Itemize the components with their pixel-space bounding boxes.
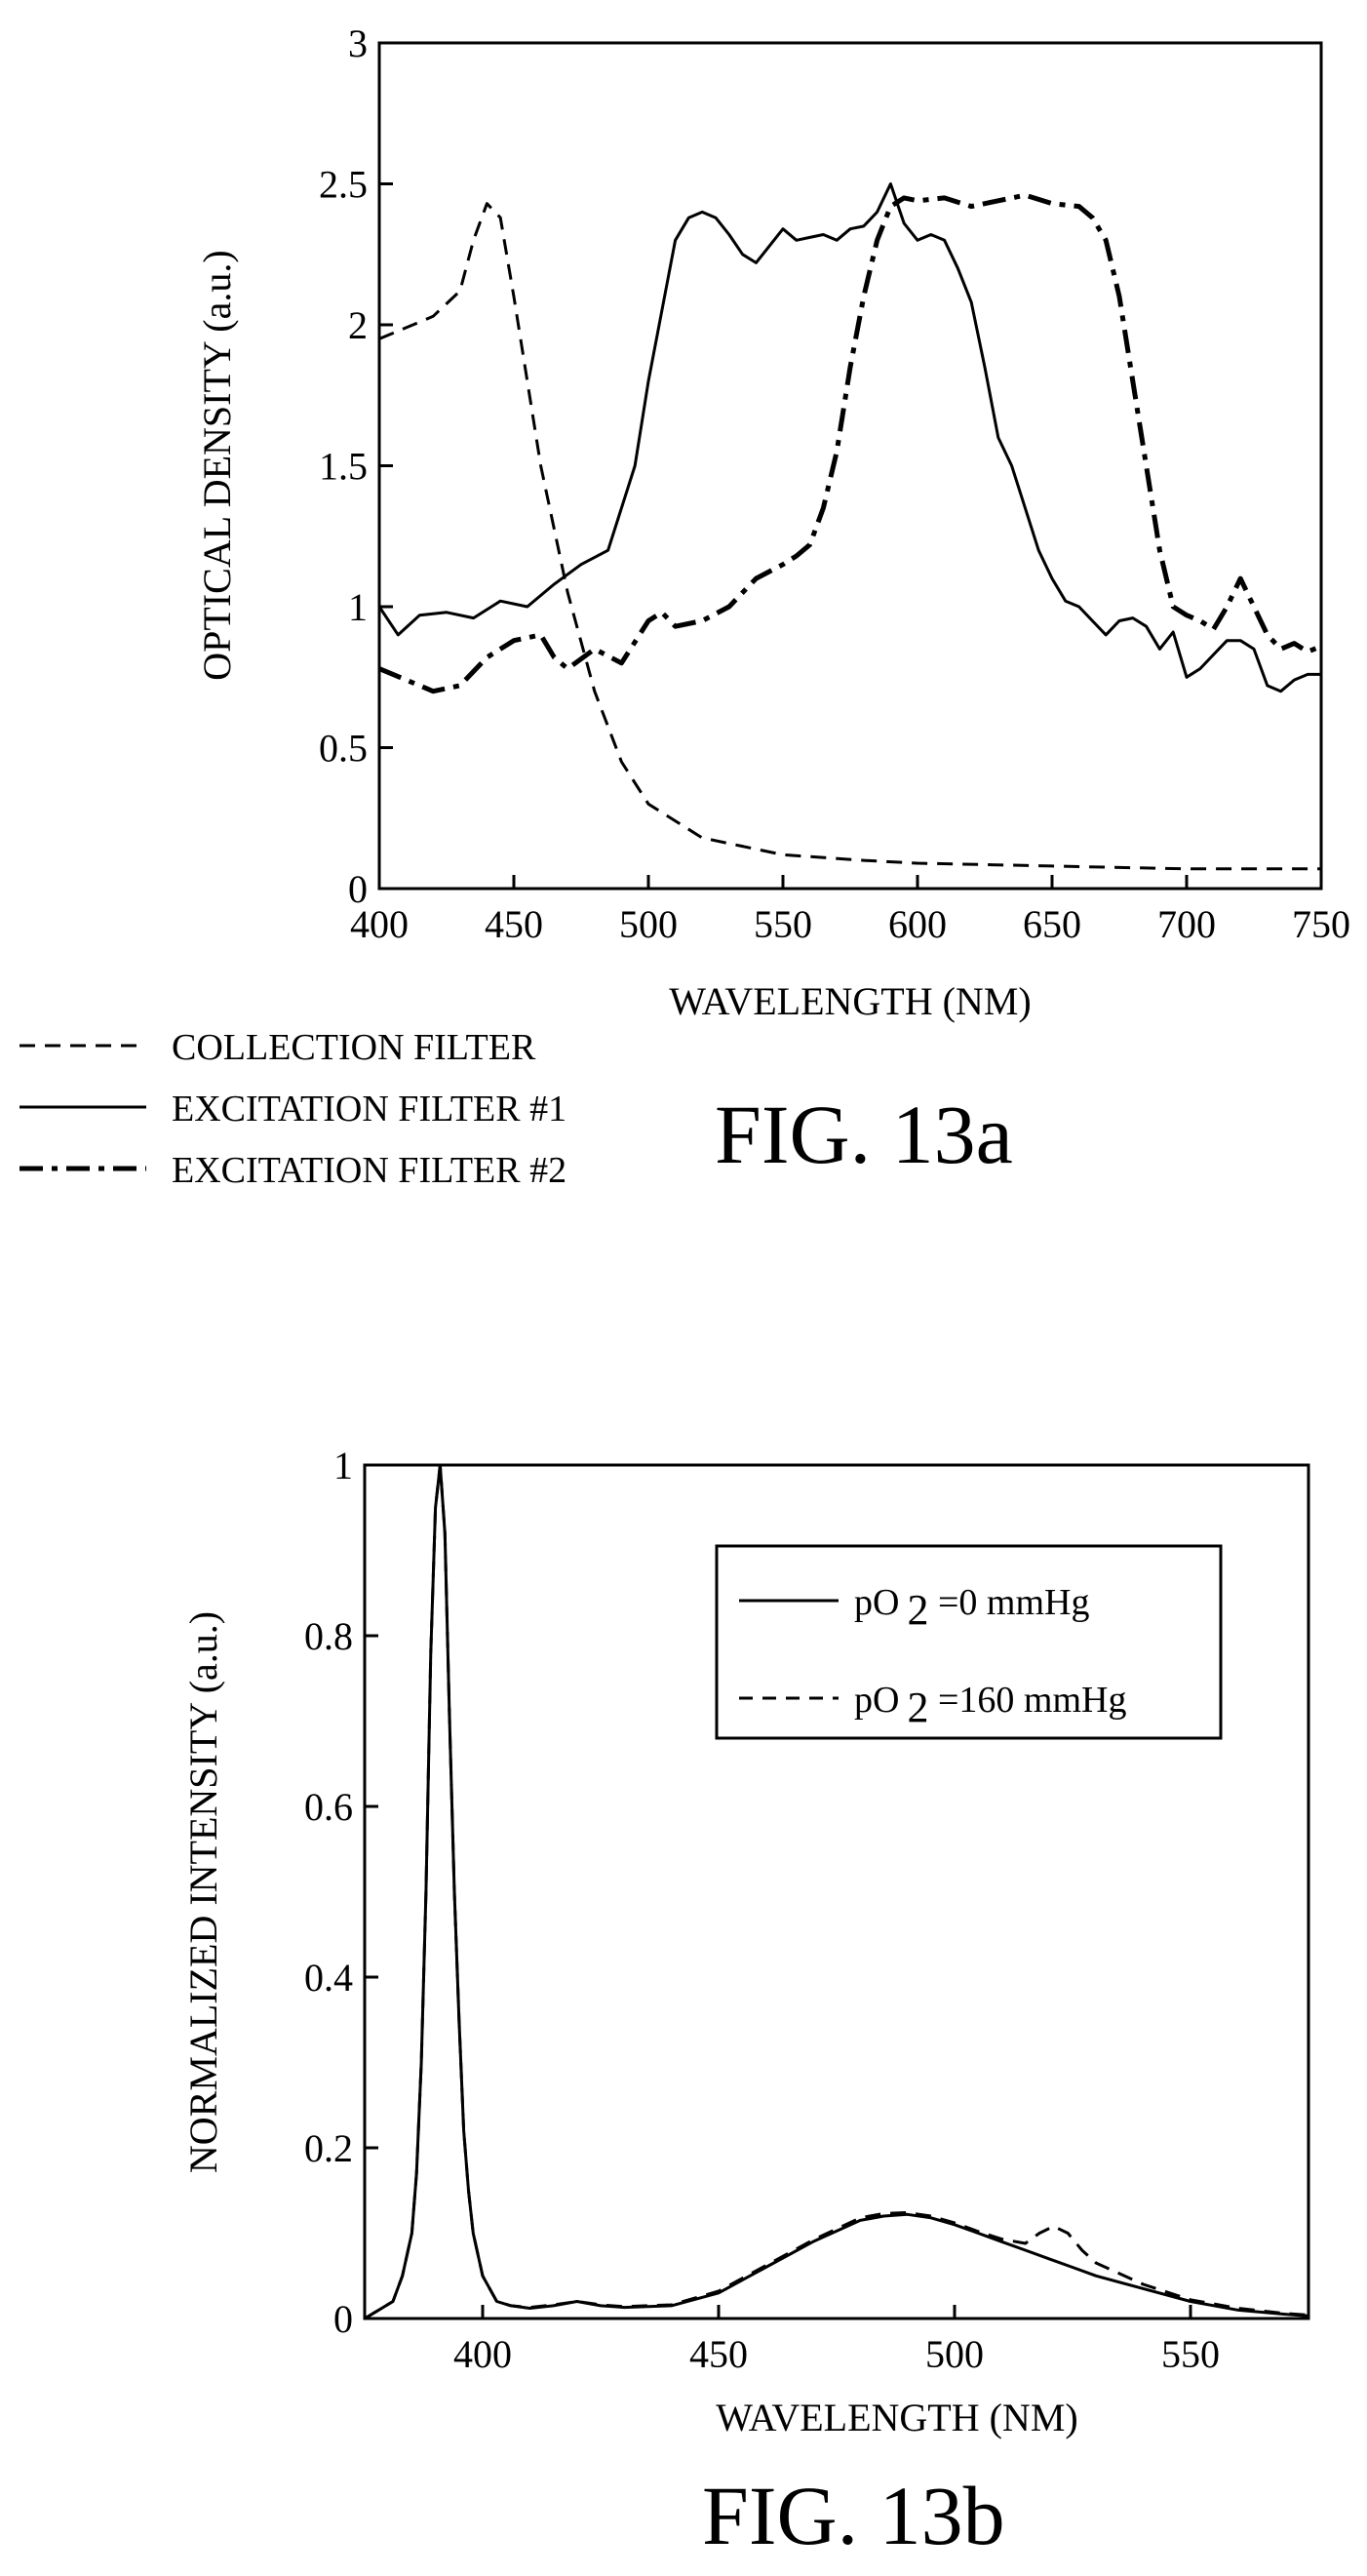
chart-13a-xtick-label: 450 (485, 902, 543, 946)
legend-label-excitation-filter-1: EXCITATION FILTER #1 (172, 1089, 566, 1129)
chart-13a-legend: COLLECTION FILTER EXCITATION FILTER #1 E… (20, 1027, 566, 1191)
chart-13a-ytick-label: 0.5 (319, 727, 368, 771)
legend-po2-0-prefix: pO (854, 1582, 899, 1623)
chart-13b-xtick-label: 550 (1161, 2332, 1220, 2376)
legend-po2-160-prefix: pO (854, 1680, 899, 1721)
chart-13b-ylabel: NORMALIZED INTENSITY (a.u.) (181, 1611, 225, 2173)
chart-13a-series (377, 182, 1322, 871)
chart-13a-series-line-2 (377, 182, 1321, 694)
chart-13a-ytick-label: 3 (348, 21, 368, 65)
chart-13a: 400 450 500 550 600 650 700 750 0 0.5 1 1.5 2 2.5 3 WA… (20, 21, 1350, 1191)
chart-13b-ytick-label: 0 (333, 2297, 353, 2341)
chart-13b-xtick-label: 500 (925, 2332, 984, 2376)
chart-13b-plot-frame (363, 1463, 1310, 2320)
chart-13a-ytick-label: 0 (348, 867, 368, 911)
legend-label-po2-160: pO 2 =160 mmHg (854, 1680, 1126, 1731)
chart-13b-xtick-label: 400 (453, 2332, 512, 2376)
chart-13a-xtick-label: 550 (754, 902, 812, 946)
chart-13a-xtick-label: 500 (619, 902, 678, 946)
chart-13a-series-line-1 (378, 202, 1321, 871)
figure-13a-label: FIG. 13a (715, 1088, 1013, 1181)
chart-13a-xtick-label: 600 (888, 902, 947, 946)
chart-13a-ticks: 400 450 500 550 600 650 700 750 0 0.5 1 1.5 2 2.5 3 (319, 21, 1350, 946)
legend-label-po2-0: pO 2 =0 mmHg (854, 1582, 1089, 1634)
chart-13a-series-line-3 (378, 192, 1322, 694)
chart-13b-xlabel: WAVELENGTH (NM) (716, 2396, 1077, 2439)
chart-13a-ytick-label: 2 (348, 303, 368, 347)
chart-13a-xtick-label: 750 (1292, 902, 1350, 946)
legend-po2-160-suffix: =160 mmHg (928, 1680, 1126, 1721)
chart-13b-ytick-label: 0.2 (304, 2126, 353, 2170)
chart-13b-series-line-2 (364, 1463, 1309, 2320)
chart-13b-legend-box (715, 1544, 1223, 1740)
chart-13b-legend: pO 2 =0 mmHg pO 2 =160 mmHg (715, 1544, 1223, 1740)
legend-label-excitation-filter-2: EXCITATION FILTER #2 (172, 1150, 566, 1191)
legend-po2-0-sub: 2 (907, 1586, 928, 1634)
chart-13b-ytick-label: 1 (333, 1444, 353, 1487)
chart-13a-xtick-label: 700 (1157, 902, 1216, 946)
chart-13b-ticks: 400 450 500 550 0 0.2 0.4 0.6 0.8 1 (304, 1444, 1220, 2376)
legend-label-collection-filter: COLLECTION FILTER (172, 1027, 536, 1068)
chart-13b-series (364, 1463, 1309, 2320)
chart-13b-xtick-label: 450 (689, 2332, 748, 2376)
chart-13a-ytick-label: 1 (348, 585, 368, 629)
legend-po2-160-sub: 2 (907, 1684, 928, 1731)
chart-13a-plot-frame (377, 41, 1323, 891)
legend-po2-0-suffix: =0 mmHg (928, 1582, 1089, 1623)
figure-13b-label: FIG. 13b (702, 2469, 1005, 2562)
chart-13b-ytick-label: 0.6 (304, 1785, 353, 1829)
chart-13b-ytick-label: 0.4 (304, 1956, 353, 2000)
chart-13a-xlabel: WAVELENGTH (NM) (669, 979, 1031, 1023)
chart-13a-ylabel: OPTICAL DENSITY (a.u.) (195, 250, 239, 680)
chart-13a-xtick-label: 400 (350, 902, 409, 946)
chart-13b-ytick-label: 0.8 (304, 1614, 353, 1658)
chart-13a-xtick-label: 650 (1023, 902, 1081, 946)
chart-13a-ytick-label: 1.5 (319, 445, 368, 489)
chart-13a-ytick-label: 2.5 (319, 163, 368, 207)
chart-13b: 400 450 500 550 0 0.2 0.4 0.6 0.8 1 WAVELENGTH (N… (181, 1444, 1310, 2562)
